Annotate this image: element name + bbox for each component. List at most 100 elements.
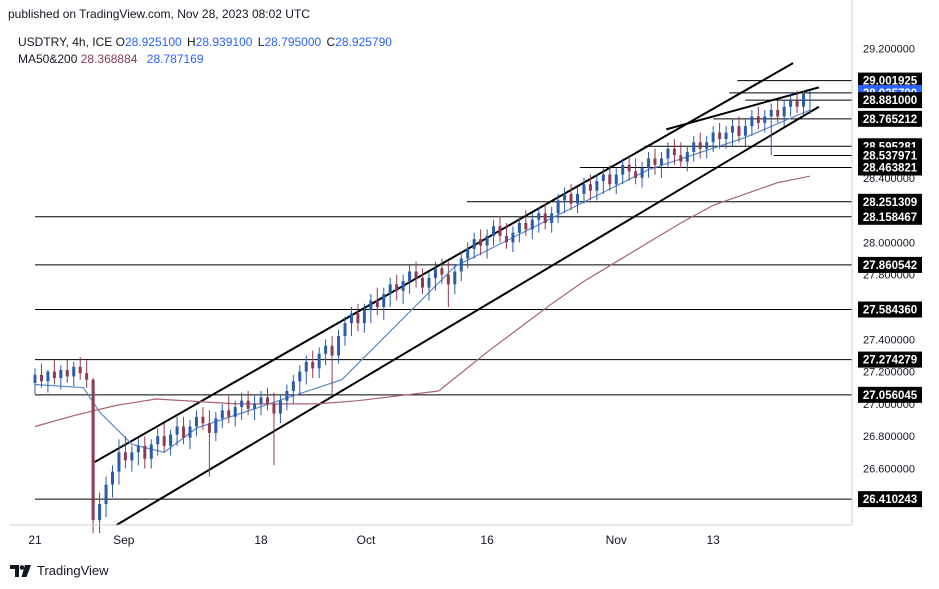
candle-108 — [731, 119, 734, 146]
level-label-text-3: 28.765212 — [863, 114, 917, 126]
candle-114 — [769, 103, 773, 156]
candle-106 — [718, 122, 722, 149]
channel-lower-line — [116, 105, 820, 526]
candle-50 — [356, 303, 360, 332]
candle-37 — [272, 392, 276, 466]
candle-4 — [59, 365, 63, 390]
horizontal-levels — [35, 80, 852, 500]
level-label-bg-2 — [858, 92, 922, 109]
candle-77 — [530, 213, 534, 240]
candle-body-88 — [601, 174, 605, 182]
candle-body-46 — [330, 345, 334, 356]
x-tick-5: Nov — [606, 533, 627, 547]
candle-body-114 — [769, 109, 773, 117]
candle-13 — [117, 439, 121, 485]
candle-body-65 — [453, 271, 457, 285]
candle-68 — [472, 232, 476, 259]
candle-31 — [233, 400, 237, 427]
candle-body-19 — [156, 436, 160, 445]
candle-6 — [72, 361, 76, 387]
candle-body-31 — [233, 407, 237, 417]
candle-80 — [550, 206, 554, 233]
candle-103 — [698, 132, 702, 159]
level-label-bg-0 — [858, 72, 922, 89]
candle-110 — [743, 119, 747, 146]
level-label-text-2: 28.881000 — [863, 95, 917, 107]
candle-body-79 — [543, 213, 547, 224]
candle-78 — [537, 206, 541, 233]
candle-body-120 — [808, 92, 812, 94]
candle-40 — [291, 374, 295, 404]
candle-111 — [750, 109, 754, 136]
candle-43 — [311, 350, 315, 379]
level-label-bg-13 — [858, 491, 922, 508]
candle-body-80 — [550, 213, 554, 224]
candle-body-66 — [459, 258, 463, 272]
legend-low-label: L — [257, 35, 265, 49]
candle-91 — [621, 158, 625, 185]
candle-97 — [659, 151, 663, 178]
candle-65 — [453, 265, 457, 295]
candle-body-106 — [718, 132, 722, 140]
candle-body-67 — [466, 248, 470, 259]
candle-70 — [485, 229, 489, 259]
x-tick-1: Sep — [113, 533, 135, 547]
candle-body-35 — [259, 397, 263, 404]
candle-body-4 — [59, 369, 63, 379]
candle-body-95 — [647, 158, 651, 169]
candle-body-82 — [563, 193, 567, 201]
candle-10 — [98, 492, 102, 534]
y-tick-5: 27.200000 — [863, 367, 915, 379]
x-tick-4: 16 — [480, 533, 494, 547]
candle-95 — [647, 151, 651, 178]
candle-120 — [808, 90, 812, 115]
y-tick-4: 27.400000 — [863, 334, 915, 346]
candle-71 — [492, 219, 496, 246]
level-label-text-11: 27.274279 — [863, 355, 917, 367]
candle-74 — [511, 226, 515, 253]
candle-body-77 — [530, 219, 534, 230]
candle-3 — [52, 360, 56, 385]
candle-body-70 — [485, 235, 489, 246]
trend-lines — [94, 62, 820, 526]
candle-96 — [653, 148, 657, 175]
candle-16 — [136, 437, 140, 466]
level-label-text-9: 27.860542 — [863, 260, 917, 272]
y-tick-0: 29.200000 — [863, 44, 915, 56]
level-label-6: 28.463821 — [858, 159, 922, 176]
candle-107 — [724, 126, 728, 149]
candle-body-44 — [317, 353, 321, 369]
candle-body-62 — [433, 268, 437, 278]
candle-62 — [433, 261, 437, 291]
candle-53 — [375, 287, 379, 316]
candle-85 — [582, 177, 586, 204]
candle-119 — [802, 90, 806, 115]
candle-body-49 — [349, 313, 353, 324]
candle-body-56 — [395, 284, 399, 291]
candle-12 — [111, 465, 114, 498]
candle-60 — [421, 268, 424, 295]
candle-32 — [240, 392, 244, 421]
candle-body-78 — [537, 213, 541, 220]
candle-body-40 — [291, 381, 295, 391]
candle-92 — [627, 155, 631, 182]
candle-57 — [401, 274, 405, 304]
footer-brand[interactable]: TradingView — [10, 563, 109, 578]
candle-body-28 — [214, 418, 218, 433]
candle-body-21 — [169, 434, 173, 446]
level-label-text-12: 27.056045 — [863, 390, 918, 402]
candle-body-53 — [375, 300, 379, 307]
candle-body-100 — [679, 155, 683, 162]
candle-body-58 — [408, 271, 412, 282]
candle-body-22 — [175, 426, 179, 435]
level-label-2: 28.881000 — [858, 92, 922, 109]
candle-11 — [104, 476, 108, 517]
candle-59 — [414, 261, 418, 288]
candle-body-55 — [388, 284, 392, 295]
candle-56 — [395, 274, 399, 301]
candle-body-30 — [227, 410, 231, 417]
candle-body-112 — [756, 116, 760, 123]
candle-66 — [459, 252, 463, 282]
candle-49 — [349, 306, 353, 337]
